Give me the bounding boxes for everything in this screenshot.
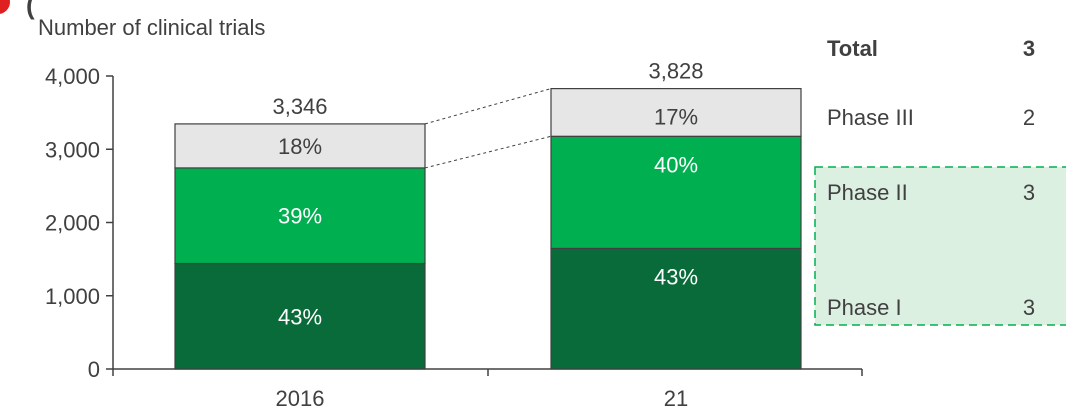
x-tick-labels: 2016 21 (276, 386, 689, 411)
bar-segment-label: 17% (654, 105, 698, 130)
bar-segment-label: 43% (654, 264, 698, 289)
cagr-row-label: Phase I (827, 295, 902, 320)
connector-line (424, 135, 552, 169)
cagr-row-value: 3 (1023, 295, 1035, 320)
total-label: 3,346 (272, 94, 327, 119)
bar-segment-label: 40% (654, 152, 698, 177)
bar-segment (550, 247, 802, 370)
connector-lines (424, 88, 552, 169)
cagr-highlight-box (814, 166, 1066, 326)
x-tick-label: 2016 (276, 386, 325, 411)
cagr-row-value: 3 (1023, 180, 1035, 205)
bar-segment (174, 167, 426, 265)
bar-segment-label: 43% (278, 304, 322, 329)
cagr-row-label: Phase III (827, 105, 914, 130)
y-tick-label: 4,000 (45, 64, 100, 89)
y-axis-label: Number of clinical trials (38, 15, 265, 40)
total-labels: 3,346 3,828 (272, 59, 703, 119)
y-tick-label: 2,000 (45, 211, 100, 236)
cagr-table: Total 3 Phase III 2 Phase II 3 Phase I 3 (827, 36, 1035, 320)
cagr-row-value: 2 (1023, 105, 1035, 130)
header-mark: ( (26, 0, 35, 20)
bar-segment-label: 39% (278, 204, 322, 229)
accent-circle-icon (0, 0, 10, 14)
cagr-row-label: Phase II (827, 180, 908, 205)
cagr-row-value: 3 (1023, 36, 1035, 61)
x-tick-label: 21 (664, 386, 688, 411)
y-tick-label: 3,000 (45, 137, 100, 162)
bars: 43% 39% 18% 43% 40% 17% (174, 87, 802, 370)
bar-segment (550, 87, 802, 137)
bar-segment-label: 18% (278, 134, 322, 159)
connector-line (424, 88, 552, 125)
bar-segment (174, 123, 426, 169)
y-tick-label: 0 (88, 357, 100, 382)
y-tick-label: 1,000 (45, 284, 100, 309)
total-label: 3,828 (648, 59, 703, 84)
bar-segment (174, 262, 426, 370)
cagr-row-label: Total (827, 36, 878, 61)
